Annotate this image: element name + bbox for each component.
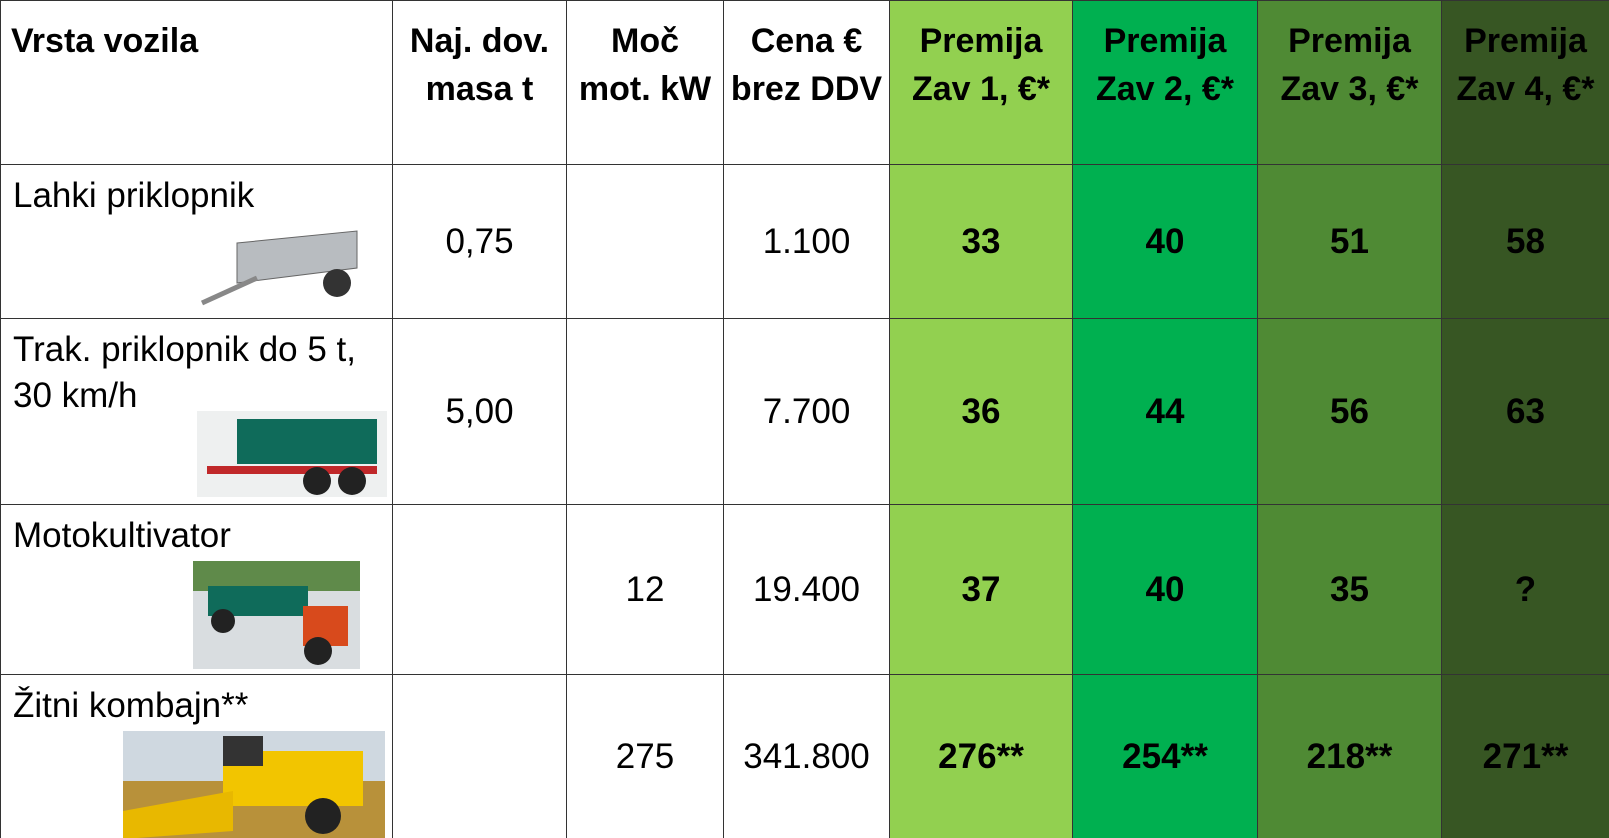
premium-cell: 33: [890, 165, 1073, 319]
vehicle-name: Trak. priklopnik do 5 t, 30 km/h: [13, 330, 356, 415]
row: Motokultivator 12 19.400 37 40 35 ?: [1, 505, 1609, 675]
header-row: Vrsta vozila Naj. dov. masa t Moč mot. k…: [1, 1, 1609, 165]
vehicle-name: Lahki priklopnik: [13, 176, 254, 215]
cultivator-image: [193, 561, 360, 669]
vehicle-name: Motokultivator: [13, 516, 231, 555]
header-cell: Premija Zav 4, €*: [1442, 1, 1609, 165]
cell: [393, 675, 567, 838]
cell: 275: [567, 675, 724, 838]
premium-cell: 44: [1073, 319, 1258, 505]
cell: 341.800: [724, 675, 890, 838]
header-cell: Moč mot. kW: [567, 1, 724, 165]
row: Žitni kombajn** 275 341.800 276** 254** …: [1, 675, 1609, 838]
row: Trak. priklopnik do 5 t, 30 km/h 5,00 7.…: [1, 319, 1609, 505]
cell: 19.400: [724, 505, 890, 675]
trailer-image: [197, 411, 387, 497]
cell: 12: [567, 505, 724, 675]
premium-cell: 37: [890, 505, 1073, 675]
premium-table: Vrsta vozila Naj. dov. masa t Moč mot. k…: [0, 0, 1609, 838]
premium-cell: 35: [1258, 505, 1442, 675]
premium-cell: 276**: [890, 675, 1073, 838]
vehicle-cell: Žitni kombajn**: [1, 675, 393, 838]
header-cell: Premija Zav 3, €*: [1258, 1, 1442, 165]
cell: 1.100: [724, 165, 890, 319]
vehicle-cell: Trak. priklopnik do 5 t, 30 km/h: [1, 319, 393, 505]
header-cell: Premija Zav 1, €*: [890, 1, 1073, 165]
cell: 7.700: [724, 319, 890, 505]
vehicle-cell: Lahki priklopnik: [1, 165, 393, 319]
premium-cell: 40: [1073, 165, 1258, 319]
trailer-image: [197, 223, 365, 313]
premium-cell: 218**: [1258, 675, 1442, 838]
combine-image: [123, 731, 385, 838]
cell: [393, 505, 567, 675]
cell: 0,75: [393, 165, 567, 319]
header-cell: Premija Zav 2, €*: [1073, 1, 1258, 165]
vehicle-name: Žitni kombajn**: [13, 686, 248, 725]
premium-cell: 63: [1442, 319, 1609, 505]
cell: [567, 319, 724, 505]
header-cell: Vrsta vozila: [1, 1, 393, 165]
row: Lahki priklopnik 0,75 1.100 33 40 51 58: [1, 165, 1609, 319]
premium-cell: 58: [1442, 165, 1609, 319]
premium-cell: 36: [890, 319, 1073, 505]
premium-cell: 56: [1258, 319, 1442, 505]
premium-cell: 254**: [1073, 675, 1258, 838]
premium-cell: 271**: [1442, 675, 1609, 838]
cell: [567, 165, 724, 319]
cell: 5,00: [393, 319, 567, 505]
header-cell: Cena € brez DDV: [724, 1, 890, 165]
page: Vrsta vozila Naj. dov. masa t Moč mot. k…: [0, 0, 1609, 838]
vehicle-cell: Motokultivator: [1, 505, 393, 675]
header-cell: Naj. dov. masa t: [393, 1, 567, 165]
premium-cell: 40: [1073, 505, 1258, 675]
premium-cell: 51: [1258, 165, 1442, 319]
premium-cell: ?: [1442, 505, 1609, 675]
